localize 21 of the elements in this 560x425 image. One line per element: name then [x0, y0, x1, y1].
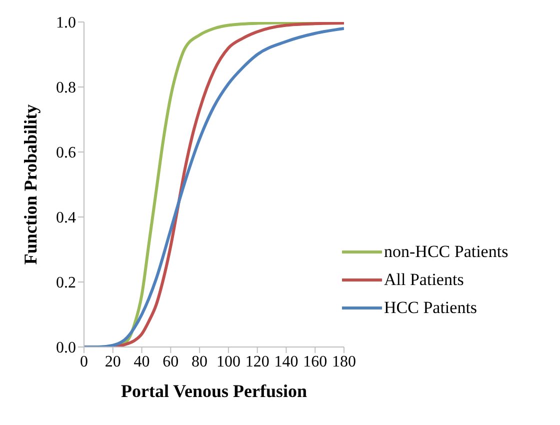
y-tick-label: 1.0: [56, 14, 76, 32]
y-tick-label: 0.6: [56, 144, 76, 162]
x-axis-title: Portal Venous Perfusion: [120, 381, 308, 401]
y-tick-label: 0.8: [56, 80, 76, 97]
x-tick-label: 100: [216, 353, 240, 370]
y-tick-label: 0.0: [56, 340, 76, 357]
x-tick-label: 60: [162, 353, 179, 370]
y-tick-label: 0.2: [56, 274, 76, 292]
x-tick-label: 180: [332, 353, 356, 370]
x-tick-label: 20: [104, 353, 121, 370]
x-tick-label: 0: [80, 353, 88, 370]
y-tick-label: 0.4: [56, 210, 76, 227]
x-tick-label: 40: [134, 353, 150, 370]
x-tick-label: 160: [303, 353, 328, 370]
x-tick-label: 120: [245, 353, 270, 370]
x-tick-label: 80: [192, 353, 208, 370]
legend-label: non-HCC Patients: [384, 242, 508, 262]
x-tick-label: 140: [274, 353, 298, 370]
legend-label: HCC Patients: [384, 298, 478, 318]
legend-label: All Patients: [384, 270, 464, 290]
y-axis-title: Function Probability: [20, 104, 40, 265]
